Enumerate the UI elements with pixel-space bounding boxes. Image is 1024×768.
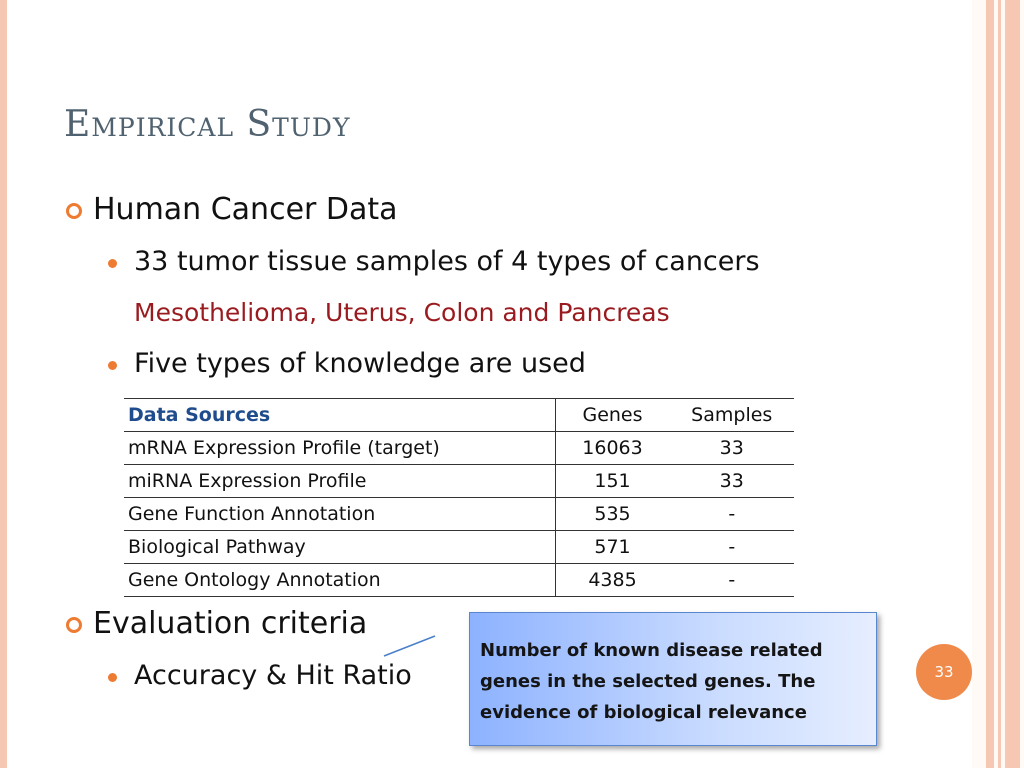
callout-line: evidence of biological relevance [480,702,807,723]
cell-genes: 535 [555,497,670,531]
page-number-badge: 33 [916,644,972,700]
cell-samples: - [669,497,794,531]
callout-box: Number of known disease related genes in… [469,612,877,746]
right-decorative-bars [972,0,1024,768]
right-stripe-3 [1005,0,1020,768]
header-genes: Genes [555,398,670,432]
cell-genes: 151 [555,464,670,498]
bullet-dot-icon [108,361,117,370]
left-decorative-bar [0,0,7,768]
header-samples: Samples [669,398,794,432]
callout-connector-line [383,635,436,657]
cell-source: miRNA Expression Profile [124,464,556,498]
bullet-ring-icon [66,203,82,219]
bullet-evaluation-criteria: Evaluation criteria [93,606,368,641]
cell-source: mRNA Expression Profile (target) [124,431,556,465]
bullet-dot-icon [108,259,117,268]
bullet-accuracy-hit-ratio: Accuracy & Hit Ratio [134,660,412,691]
bullet-knowledge-types: Five types of knowledge are used [134,348,586,379]
right-stripe-2 [998,0,1001,768]
cell-genes: 16063 [555,431,670,465]
cell-source: Gene Function Annotation [124,497,556,531]
cell-genes: 571 [555,530,670,564]
table-row: Biological Pathway 571 - [124,530,794,564]
header-data-sources: Data Sources [124,398,556,432]
cell-genes: 4385 [555,563,670,597]
table-row: Gene Function Annotation 535 - [124,497,794,531]
right-stripe-1 [986,0,994,768]
cell-samples: - [669,530,794,564]
table-row: miRNA Expression Profile 151 33 [124,464,794,498]
table-row: mRNA Expression Profile (target) 16063 3… [124,431,794,465]
bullet-tumor-samples: 33 tumor tissue samples of 4 types of ca… [134,246,760,277]
callout-line: genes in the selected genes. The [480,671,816,692]
cell-source: Biological Pathway [124,530,556,564]
cell-samples: 33 [669,431,794,465]
table-header-row: Data Sources Genes Samples [124,398,794,432]
cell-samples: 33 [669,464,794,498]
bullet-human-cancer-data: Human Cancer Data [93,192,398,227]
cancer-types-note: Mesothelioma, Uterus, Colon and Pancreas [134,298,670,327]
bullet-ring-icon [66,617,82,633]
data-sources-table: Data Sources Genes Samples mRNA Expressi… [124,398,794,597]
cell-samples: - [669,563,794,597]
cell-source: Gene Ontology Annotation [124,563,556,597]
callout-line: Number of known disease related [480,640,823,661]
bullet-dot-icon [108,673,117,682]
table-row: Gene Ontology Annotation 4385 - [124,563,794,597]
slide-title: Empirical Study [64,104,351,145]
